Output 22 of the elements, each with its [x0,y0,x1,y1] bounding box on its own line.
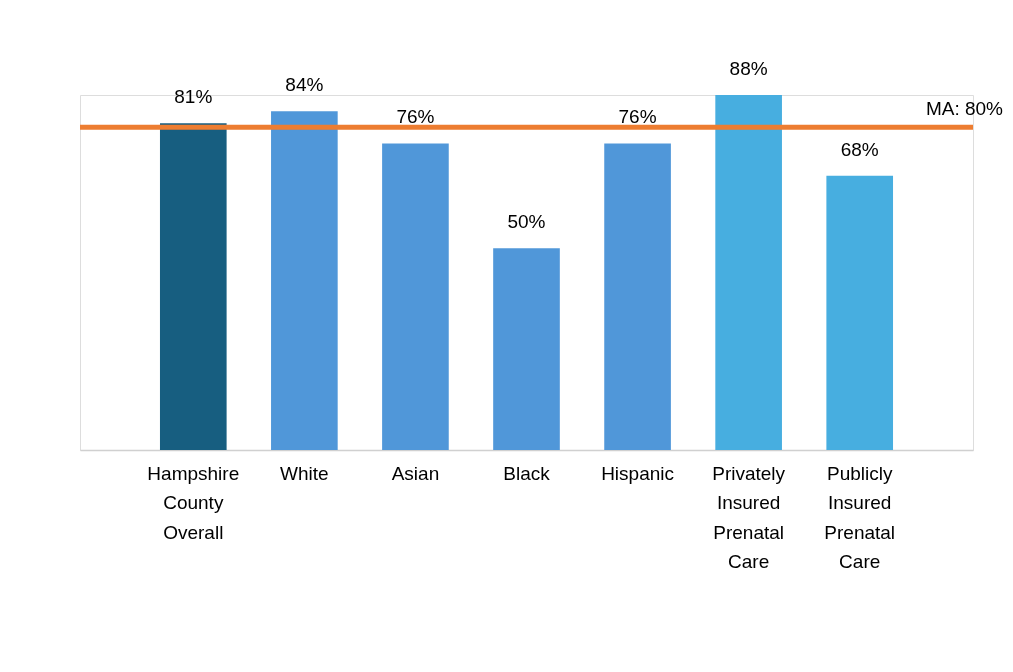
data-label: 76% [618,106,657,128]
x-tick-label: Hampshire County Overall [147,462,240,543]
x-tick-label: Privately Insured Prenatal Care [712,462,786,572]
data-label: 88% [729,58,768,79]
ref-line-label: MA: 80% [925,98,1004,120]
data-label: 84% [285,74,324,96]
data-label: 81% [174,86,213,108]
data-label: 76% [396,106,435,128]
x-tick-label: Hispanic [601,462,675,484]
x-tick-label: Publicly Insured Prenatal Care [824,462,896,572]
bar [826,175,894,450]
bar [493,248,560,450]
x-tick-label: White [280,462,329,484]
bar [271,111,338,450]
bar [604,143,671,450]
x-tick-label: Black [503,462,551,484]
bar [159,123,227,450]
data-label: 68% [840,138,879,160]
data-label: 50% [507,211,546,233]
bar [715,95,782,450]
x-tick-label: Asian [391,462,440,484]
bar [382,143,449,450]
